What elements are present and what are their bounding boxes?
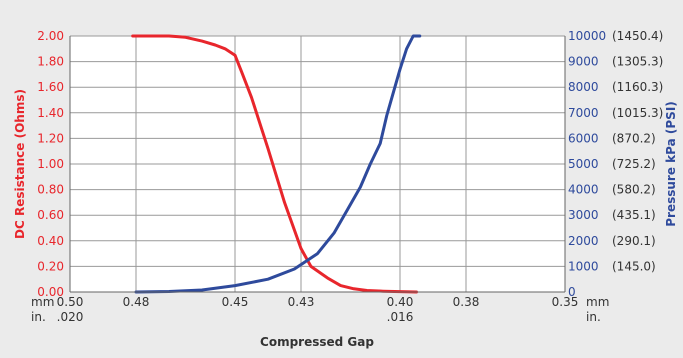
y-axis-title-right: Pressure kPa (PSI) bbox=[664, 101, 678, 227]
x-tick-label-mm: 0.35 bbox=[552, 295, 579, 309]
x-tick-label-in: .016 bbox=[387, 310, 414, 324]
y-right-tick-label-psi: (1305.3) bbox=[612, 55, 663, 69]
y-left-tick-label: 1.00 bbox=[37, 157, 64, 171]
x-tick-label-mm: 0.45 bbox=[222, 295, 249, 309]
y-right-tick-label-kpa: 8000 bbox=[568, 80, 599, 94]
y-right-tick-label-kpa: 2000 bbox=[568, 234, 599, 248]
y-right-tick-label-kpa: 5000 bbox=[568, 157, 599, 171]
x-tick-label-mm: 0.38 bbox=[453, 295, 480, 309]
y-right-tick-label-psi: (145.0) bbox=[612, 259, 656, 273]
y-right-tick-label-kpa: 9000 bbox=[568, 55, 599, 69]
y-left-tick-label: 2.00 bbox=[37, 29, 64, 43]
x-unit-in-right: in. bbox=[586, 310, 601, 324]
y-right-tick-label-kpa: 4000 bbox=[568, 183, 599, 197]
axes bbox=[69, 36, 566, 293]
grid bbox=[69, 35, 566, 293]
y-right-tick-label-psi: (1450.4) bbox=[612, 29, 663, 43]
x-tick-label-in: .020 bbox=[57, 310, 84, 324]
y-right-tick-label-kpa: 1000 bbox=[568, 259, 599, 273]
y-left-tick-label: 1.60 bbox=[37, 80, 64, 94]
y-right-tick-label-kpa: 0 bbox=[568, 285, 576, 299]
y-left-tick-label: 1.80 bbox=[37, 55, 64, 69]
y-left-tick-label: 0.60 bbox=[37, 208, 64, 222]
y-left-tick-label: 0.00 bbox=[37, 285, 64, 299]
y-right-tick-label-psi: (435.1) bbox=[612, 208, 656, 222]
y-left-tick-label: 0.20 bbox=[37, 259, 64, 273]
series-group bbox=[131, 34, 422, 294]
y-axis-title-left: DC Resistance (Ohms) bbox=[13, 89, 27, 239]
x-tick-label-mm: 0.40 bbox=[387, 295, 414, 309]
x-tick-label-mm: 0.43 bbox=[288, 295, 315, 309]
y-left-tick-label: 0.40 bbox=[37, 234, 64, 248]
y-right-tick-label-kpa: 7000 bbox=[568, 106, 599, 120]
y-right-tick-label-kpa: 6000 bbox=[568, 131, 599, 145]
y-right-tick-label-psi: (1015.3) bbox=[612, 106, 663, 120]
y-right-tick-label-kpa: 3000 bbox=[568, 208, 599, 222]
x-unit-mm-right: mm bbox=[586, 295, 609, 309]
x-axis-title: Compressed Gap bbox=[260, 335, 374, 349]
y-right-tick-label-psi: (290.1) bbox=[612, 234, 656, 248]
y-right-tick-label-kpa: 10000 bbox=[568, 29, 606, 43]
y-right-tick-label-psi: (725.2) bbox=[612, 157, 656, 171]
y-right-tick-label-psi: (1160.3) bbox=[612, 80, 663, 94]
x-tick-label-mm: 0.50 bbox=[57, 295, 84, 309]
x-tick-label-mm: 0.48 bbox=[123, 295, 150, 309]
y-right-tick-label-psi: (580.2) bbox=[612, 183, 656, 197]
tick-labels: 0.00 0.20 0.40 0.60 0.80 1.00 1.20 1.40 1.60 1.80… bbox=[37, 29, 663, 324]
x-unit-mm-left: mm bbox=[31, 295, 54, 309]
pressure-series-line bbox=[134, 34, 422, 294]
y-left-tick-label: 0.80 bbox=[37, 183, 64, 197]
y-right-tick-label-psi: (870.2) bbox=[612, 131, 656, 145]
resistance-series-line bbox=[131, 34, 418, 294]
y-left-tick-label: 1.20 bbox=[37, 131, 64, 145]
x-unit-in-left: in. bbox=[31, 310, 46, 324]
y-left-tick-label: 1.40 bbox=[37, 106, 64, 120]
